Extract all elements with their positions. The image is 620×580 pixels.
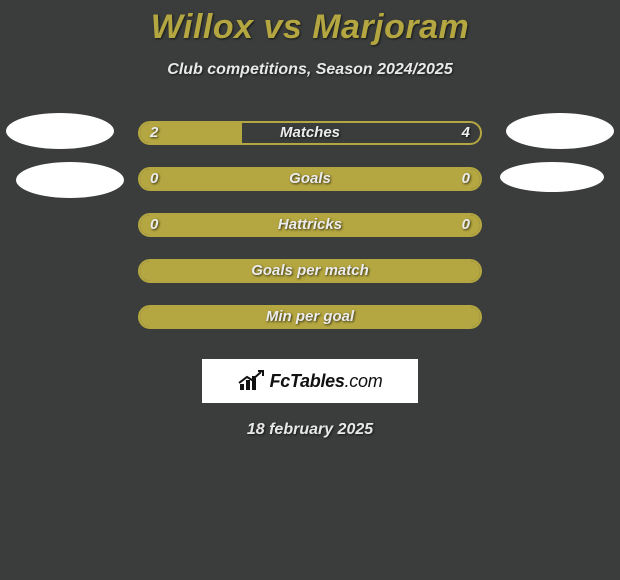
team-badge-right-1 bbox=[506, 113, 614, 149]
stat-label: Hattricks bbox=[140, 215, 480, 235]
stat-label: Goals per match bbox=[140, 261, 480, 281]
stat-row-gpm: Goals per match bbox=[0, 259, 620, 305]
stat-value-right: 0 bbox=[462, 169, 470, 189]
logo-text-domain: .com bbox=[345, 371, 383, 391]
stat-row-matches: 2 Matches 4 bbox=[0, 121, 620, 167]
logo-text: FcTables.com bbox=[270, 371, 383, 392]
stat-bar: 2 Matches 4 bbox=[138, 121, 482, 145]
logo-text-main: FcTables bbox=[270, 371, 345, 391]
stat-bar: 0 Hattricks 0 bbox=[138, 213, 482, 237]
stat-bar: Goals per match bbox=[138, 259, 482, 283]
stat-value-right: 0 bbox=[462, 215, 470, 235]
page-title: Willox vs Marjoram bbox=[0, 8, 620, 47]
site-logo[interactable]: FcTables.com bbox=[202, 359, 418, 403]
team-badge-right-2 bbox=[500, 162, 604, 192]
stat-row-goals: 0 Goals 0 bbox=[0, 167, 620, 213]
stat-row-mpg: Min per goal bbox=[0, 305, 620, 351]
team-badge-left-2 bbox=[16, 162, 124, 198]
stat-value-right: 4 bbox=[462, 123, 470, 143]
stat-bar: Min per goal bbox=[138, 305, 482, 329]
stat-label: Goals bbox=[140, 169, 480, 189]
stat-label: Matches bbox=[140, 123, 480, 143]
chart-icon bbox=[238, 370, 264, 392]
date-line: 18 february 2025 bbox=[0, 421, 620, 439]
stats-section: 2 Matches 4 0 Goals 0 0 Hattricks 0 bbox=[0, 121, 620, 351]
stat-label: Min per goal bbox=[140, 307, 480, 327]
stat-row-hattricks: 0 Hattricks 0 bbox=[0, 213, 620, 259]
stat-bar: 0 Goals 0 bbox=[138, 167, 482, 191]
subtitle: Club competitions, Season 2024/2025 bbox=[0, 61, 620, 79]
team-badge-left-1 bbox=[6, 113, 114, 149]
